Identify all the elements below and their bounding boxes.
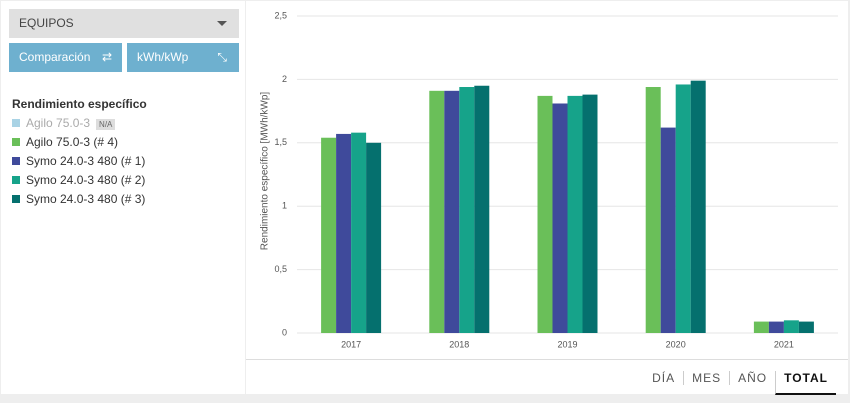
legend-item[interactable]: Symo 24.0-3 480 (# 2) <box>12 173 145 187</box>
caret <box>217 21 227 31</box>
x-tick-label: 2018 <box>449 339 469 349</box>
legend-label: Symo 24.0-3 480 (# 1) <box>26 154 146 168</box>
bar <box>660 127 676 333</box>
y-tick-label: 1 <box>282 201 287 211</box>
bar <box>336 133 352 333</box>
y-tick-label: 0 <box>282 327 287 337</box>
bar <box>753 321 769 333</box>
legend-label: Agilo 75.0-3 (# 4) <box>26 135 119 149</box>
x-tick-label: 2019 <box>557 339 577 349</box>
period-tab[interactable]: DÍA <box>652 371 676 385</box>
legend-item[interactable]: Symo 24.0-3 480 (# 3) <box>12 192 145 206</box>
x-tick-label: 2020 <box>666 339 686 349</box>
side-panel: EQUIPOS Comparación ⇄ kWh/kWp ⤡ Rendimient… <box>1 1 245 394</box>
divider <box>246 359 848 360</box>
x-tick-label: 2017 <box>341 339 361 349</box>
y-tick-label: 2 <box>282 74 287 84</box>
legend-item[interactable]: Symo 24.0-3 480 (# 1) <box>12 154 145 168</box>
icon: ⇄ <box>101 50 112 64</box>
y-axis-label: Rendimiento específico [MWh/kWp] <box>260 92 271 251</box>
bar <box>567 95 583 333</box>
bar <box>798 321 814 333</box>
bar <box>537 95 553 333</box>
icon: ⤡ <box>217 50 227 64</box>
legend-swatch <box>12 157 20 165</box>
bar <box>690 80 706 333</box>
device-dropdown[interactable]: EQUIPOS <box>9 9 239 38</box>
y-tick-label: 1,5 <box>274 137 287 147</box>
bar <box>459 87 475 334</box>
period-tab[interactable]: MES <box>683 371 729 385</box>
period-tab[interactable]: TOTAL <box>775 371 836 395</box>
chart: Rendimiento específico [MWh/kWp] 0 0,5 1 1,… <box>260 10 838 349</box>
bar <box>675 84 691 333</box>
legend-swatch <box>12 138 20 146</box>
legend-item[interactable]: Agilo 75.0-3 N/A <box>12 116 116 130</box>
bar <box>645 87 661 334</box>
bar <box>366 142 382 333</box>
bar <box>444 90 460 333</box>
bar <box>552 103 568 333</box>
button-label: Comparación <box>19 50 91 64</box>
unit-button[interactable]: kWh/kWp ⤡ <box>127 43 239 72</box>
legend-label: Agilo 75.0-3 <box>26 116 91 130</box>
bar <box>474 85 490 334</box>
bar <box>768 321 784 333</box>
x-tick-label: 2021 <box>774 339 794 349</box>
na-badge: N/A <box>96 119 116 130</box>
legend-swatch <box>12 119 20 127</box>
period-tabs: DÍA MES AÑO TOTAL <box>644 371 836 395</box>
bar <box>429 90 445 333</box>
bar <box>582 94 598 333</box>
button-label: kWh/kWp <box>137 50 189 64</box>
y-tick-label: 0,5 <box>274 264 287 274</box>
legend-item[interactable]: Agilo 75.0-3 (# 4) <box>12 135 118 149</box>
legend-title: Rendimiento específico <box>12 97 147 111</box>
period-tab[interactable]: AÑO <box>729 371 775 385</box>
compare-button[interactable]: Comparación ⇄ <box>9 43 122 72</box>
bar <box>321 137 337 333</box>
legend-label: Symo 24.0-3 480 (# 3) <box>26 192 146 206</box>
y-tick-label: 2,5 <box>274 10 287 20</box>
dropdown-label: EQUIPOS <box>19 16 74 30</box>
legend-label: Symo 24.0-3 480 (# 2) <box>26 173 146 187</box>
legend-swatch <box>12 195 20 203</box>
bar <box>783 320 799 333</box>
bar <box>351 132 367 333</box>
legend-swatch <box>12 176 20 184</box>
